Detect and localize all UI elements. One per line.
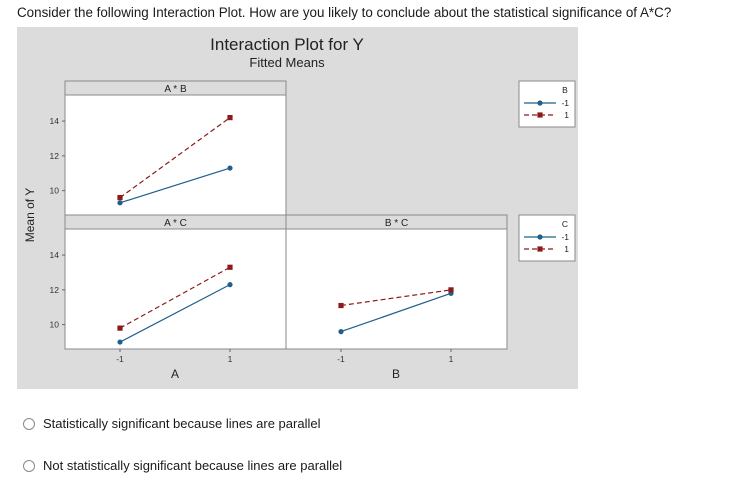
legend-0-entry-1-marker	[537, 112, 543, 118]
panel-2-series-1-point-1	[448, 287, 454, 293]
legend-0-entry-1-label: 1	[564, 110, 569, 120]
legend-0-title: B	[562, 85, 568, 95]
question-text: Consider the following Interaction Plot.…	[17, 5, 672, 20]
panel-1-frame	[64, 214, 287, 350]
answer-option-2-label: Not statistically significant because li…	[43, 458, 343, 473]
legend-0-box	[518, 80, 576, 128]
panel-0-series-1-line	[119, 117, 231, 199]
panel-2-series-1-point-0	[338, 302, 344, 309]
panel-1-series-1-point-0	[117, 325, 123, 331]
x-axis-label-0: A	[171, 367, 179, 381]
chart-subtitle: Fitted Means	[249, 55, 325, 70]
panel-1-series-0-point-1	[227, 282, 233, 288]
panel-1-series-1-point-1	[227, 264, 233, 270]
y-tick-label-1-0: 10	[50, 320, 60, 330]
panel-0-series-0-point-0	[117, 200, 123, 206]
panel-2-title: B * C	[385, 218, 408, 229]
answer-option-1-label: Statistically significant because lines …	[43, 416, 321, 431]
radio-button-1[interactable]	[23, 417, 35, 430]
panel-1-series-0-line	[119, 284, 231, 343]
panel-2-series-0-point-0	[338, 329, 344, 335]
interaction-plot-figure: Interaction Plot for Y Fitted Means Mean o…	[17, 27, 578, 389]
answer-option-1[interactable]: Statistically significant because lines …	[23, 416, 320, 431]
y-tick-label-0-0: 10	[50, 186, 60, 196]
y-tick-label-1-1: 12	[50, 285, 60, 295]
chart-title: Interaction Plot for Y	[210, 35, 364, 54]
x-tick-label-0-0: -1	[116, 354, 124, 364]
y-axis-label: Mean of Y	[23, 188, 37, 242]
panel-0-series-1-point-0	[117, 195, 123, 201]
x-tick-label-0-1: 1	[228, 354, 233, 364]
panel-0-series-0-point-1	[227, 165, 233, 171]
radio-button-2[interactable]	[23, 459, 35, 472]
panel-0-frame	[64, 80, 287, 216]
panel-2-series-0-line	[340, 292, 452, 333]
legend-1-entry-0-label: -1	[561, 232, 569, 242]
x-tick-label-1-1: 1	[449, 354, 454, 364]
panel-0-series-0-line	[119, 167, 231, 204]
panel-2-frame	[285, 214, 508, 350]
y-tick-label-0-2: 14	[50, 116, 60, 126]
panel-0-series-1-point-1	[227, 115, 233, 121]
x-tick-label-1-0: -1	[337, 354, 345, 364]
panel-2-series-1-line	[340, 289, 452, 307]
legend-1-entry-0-marker	[537, 234, 543, 240]
legend-0-entry-0-label: -1	[561, 98, 569, 108]
legend-1-entry-1-label: 1	[564, 244, 569, 254]
panel-1-series-0-point-0	[117, 339, 123, 345]
x-axis-label-1: B	[392, 367, 400, 381]
panel-2-strip	[285, 214, 508, 230]
legend-1-title: C	[562, 219, 568, 229]
panel-1-title: A * C	[164, 218, 187, 229]
legend-1-entry-1-marker	[537, 246, 543, 252]
y-tick-label-0-1: 12	[50, 151, 60, 161]
panel-0-title: A * B	[164, 84, 187, 95]
panel-1-series-1-line	[119, 266, 231, 329]
y-tick-label-1-2: 14	[50, 250, 60, 260]
legend-0-entry-0-marker	[537, 100, 543, 106]
legend-1-box	[518, 214, 576, 262]
answer-option-2[interactable]: Not statistically significant because li…	[23, 458, 342, 473]
panel-0-strip	[64, 80, 287, 96]
